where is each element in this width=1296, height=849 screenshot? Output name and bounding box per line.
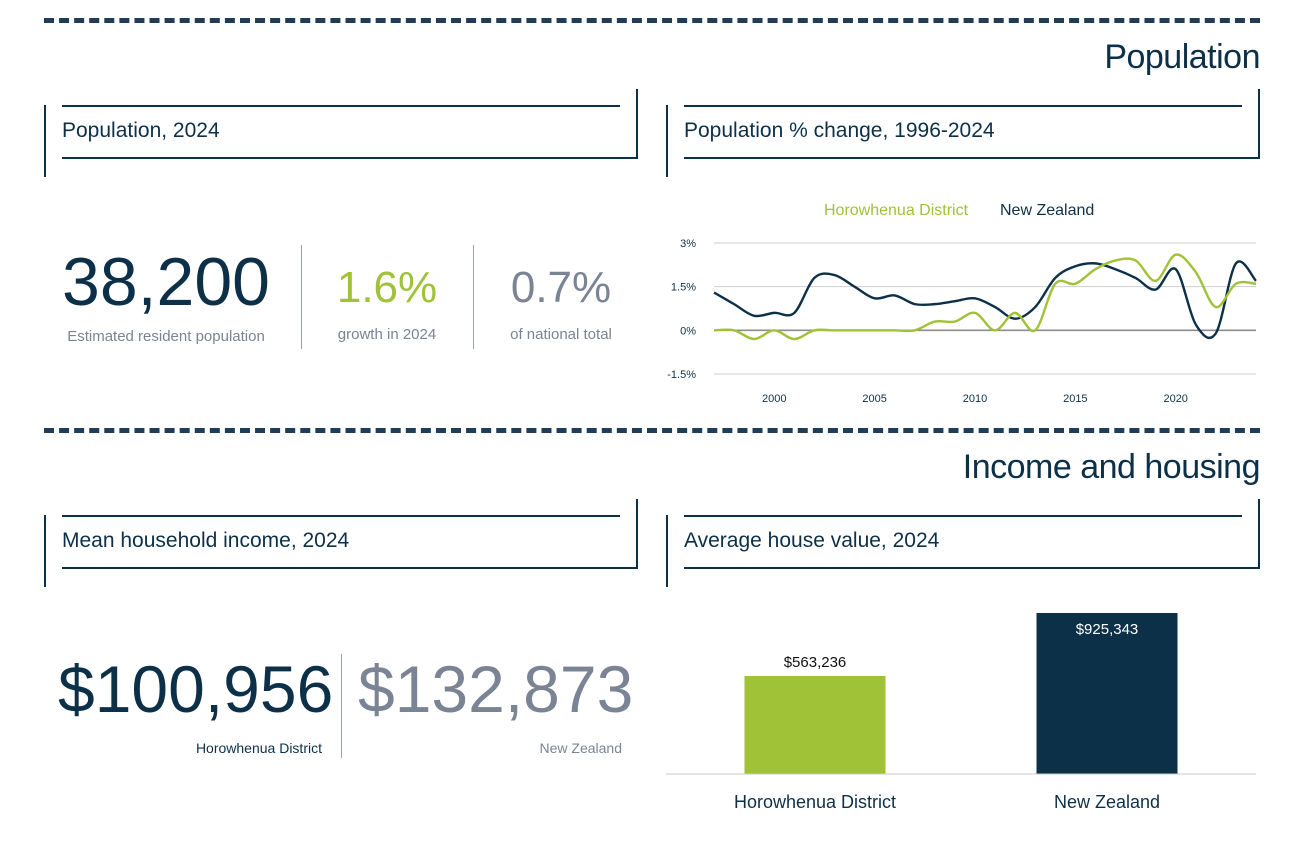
district-income-value: $100,956 xyxy=(58,652,334,726)
card-header-income: Mean household income, 2024 xyxy=(44,499,638,587)
y-tick-label: 3% xyxy=(680,238,696,250)
share-stat: 0.7% of national total xyxy=(491,263,631,344)
bar-value-label: $925,343 xyxy=(1076,621,1139,638)
card-header-population-change: Population % change, 1996-2024 xyxy=(666,89,1260,177)
population-caption: Estimated resident population xyxy=(67,328,265,345)
card-header-population: Population, 2024 xyxy=(44,89,638,177)
y-tick-label: 0% xyxy=(680,325,696,337)
x-tick-label: 2005 xyxy=(862,393,886,405)
section-divider xyxy=(44,18,1260,23)
district-income-stat: $100,956 Horowhenua District xyxy=(58,652,334,756)
series-line xyxy=(713,253,1257,341)
bar-value-label: $563,236 xyxy=(784,654,847,671)
section-divider xyxy=(44,428,1260,433)
y-tick-label: 1.5% xyxy=(671,282,696,294)
x-tick-label: 2010 xyxy=(963,393,987,405)
growth-caption: growth in 2024 xyxy=(337,326,437,343)
district-income-caption: Horowhenua District xyxy=(195,740,322,756)
share-caption: of national total xyxy=(510,326,612,343)
population-stat: 38,200 Estimated resident population xyxy=(48,248,284,345)
series-line xyxy=(713,260,1257,339)
share-value: 0.7% xyxy=(510,263,612,312)
card-title: Population % change, 1996-2024 xyxy=(684,119,995,142)
x-tick-label: 2020 xyxy=(1163,393,1187,405)
x-tick-label: 2015 xyxy=(1063,393,1087,405)
nz-income-value: $132,873 xyxy=(358,652,634,726)
stat-divider xyxy=(301,245,302,349)
legend-entry: Horowhenua District xyxy=(824,202,969,219)
population-value: 38,200 xyxy=(62,244,270,320)
stat-divider xyxy=(473,245,474,349)
card-title: Mean household income, 2024 xyxy=(62,529,350,552)
population-change-line-chart: Horowhenua District New Zealand 3% 1.5% 0% -… xyxy=(667,202,1257,405)
card-header-house-value: Average house value, 2024 xyxy=(666,499,1260,587)
nz-income-stat: $132,873 New Zealand xyxy=(358,652,634,756)
section-title-income: Income and housing xyxy=(962,448,1261,486)
x-tick-label: 2000 xyxy=(762,393,786,405)
card-title: Average house value, 2024 xyxy=(684,529,940,552)
growth-value: 1.6% xyxy=(336,263,438,312)
stat-divider xyxy=(341,654,342,758)
card-title: Population, 2024 xyxy=(62,119,220,142)
y-tick-label: -1.5% xyxy=(667,369,696,381)
category-label: Horowhenua District xyxy=(734,792,896,812)
nz-income-caption: New Zealand xyxy=(539,740,623,756)
legend-entry: New Zealand xyxy=(1000,202,1094,219)
bar xyxy=(744,676,886,774)
bar xyxy=(1036,613,1178,774)
growth-stat: 1.6% growth in 2024 xyxy=(318,263,456,344)
section-title-population: Population xyxy=(1104,38,1260,76)
house-value-bar-chart: $563,236 Horowhenua District $925,343 New Z… xyxy=(666,613,1256,812)
category-label: New Zealand xyxy=(1054,792,1160,812)
